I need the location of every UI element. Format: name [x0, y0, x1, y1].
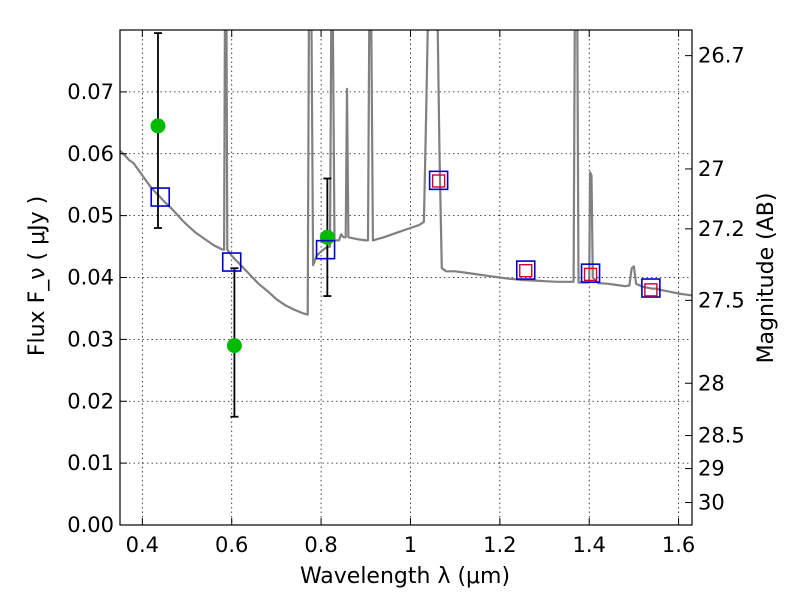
x-axis-title: Wavelength λ (μm) — [300, 564, 510, 589]
grid-lines — [120, 30, 692, 526]
x-tick-label: 1.6 — [662, 533, 695, 557]
model-photometry-square-alt — [519, 263, 533, 278]
model-photometry-square-alt — [431, 174, 446, 188]
y-tick-label: 0.01 — [67, 451, 114, 475]
right-tick-label: 28.5 — [698, 424, 745, 448]
model-photometry-layer — [150, 170, 661, 298]
x-tick-label: 0.8 — [304, 533, 337, 557]
model-photometry-square-alt — [644, 283, 658, 297]
errorbar-layer — [153, 32, 332, 418]
y-tick-label: 0.04 — [67, 266, 114, 290]
right-tick-label: 26.7 — [698, 44, 745, 68]
y-axis-title: Flux F_ν ( μJy ) — [25, 196, 50, 356]
right-tick-label: 27.2 — [698, 217, 745, 241]
observed-point — [226, 338, 242, 354]
model-photometry-square — [428, 170, 449, 191]
y-tick-label: 0.06 — [67, 142, 114, 166]
model-photometry-square — [580, 263, 601, 283]
model-spectrum-layer — [120, 30, 692, 316]
y-tick-labels: 0.00 0.01 0.02 0.03 0.04 0.05 0.06 0.07 — [67, 80, 114, 537]
y-tick-label: 0.00 — [67, 513, 114, 537]
model-photometry-square — [515, 260, 536, 280]
y-tick-label: 0.02 — [67, 389, 114, 413]
model-spectrum-line — [120, 30, 692, 316]
right-tick-label: 28 — [698, 371, 725, 395]
model-photometry-square — [315, 239, 336, 260]
model-photometry-square — [150, 187, 171, 207]
axis-ticks — [120, 30, 692, 526]
right-tick-label: 27.5 — [698, 288, 745, 312]
x-tick-labels: 0.4 0.6 0.8 1 1.2 1.4 1.6 — [126, 533, 696, 557]
x-tick-label: 1 — [404, 533, 417, 557]
model-photometry-square — [641, 278, 661, 298]
right-tick-labels: 26.7 27 27.2 27.5 28 28.5 29 30 — [698, 44, 745, 515]
y-tick-label: 0.07 — [67, 80, 114, 104]
right-tick-label: 30 — [698, 491, 725, 515]
x-tick-label: 1.2 — [483, 533, 516, 557]
model-photometry-square — [221, 252, 242, 272]
model-photometry-square-alt — [583, 267, 598, 282]
right-tick-label: 29 — [698, 457, 725, 481]
right-axis-title: Magnitude (AB) — [754, 193, 779, 364]
x-tick-label: 1.4 — [573, 533, 606, 557]
x-tick-label: 0.4 — [126, 533, 159, 557]
right-tick-label: 27 — [698, 157, 725, 181]
observed-point — [319, 229, 335, 245]
y-tick-label: 0.03 — [67, 327, 114, 351]
x-tick-label: 0.6 — [215, 533, 248, 557]
observed-point — [150, 118, 166, 134]
y-tick-label: 0.05 — [67, 204, 114, 228]
